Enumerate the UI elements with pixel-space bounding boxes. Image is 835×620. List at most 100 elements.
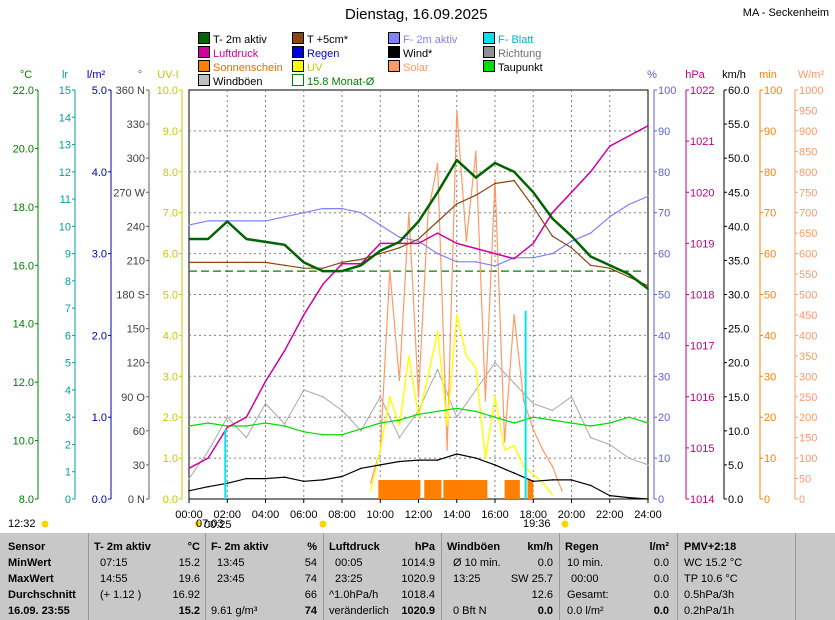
sunshine-axis-tick-label: 30 [764, 371, 776, 383]
uv-axis-tick-label: 9.0 [163, 126, 178, 138]
pressure-axis-tick-label: 1015 [690, 443, 714, 455]
data-point [341, 207, 343, 210]
data-point [379, 252, 382, 255]
stats-cell: 74 [304, 573, 317, 585]
sunrise-time: 07:03 [196, 518, 224, 530]
solar-axis-tick-label: 50 [799, 474, 811, 486]
data-point [513, 179, 515, 182]
data-point [436, 368, 439, 371]
solar-axis-tick-label: 350 [799, 351, 817, 363]
data-point [589, 255, 592, 258]
data-point [455, 109, 458, 112]
uv-axis-tick-label: 5.0 [163, 290, 178, 302]
data-point [494, 395, 496, 398]
stats-cell: 10 min. [567, 557, 604, 569]
data-point [455, 416, 458, 419]
pressure-axis-tick-label: 1017 [690, 341, 714, 353]
stats-cell: 0.0 [653, 605, 669, 617]
sunshine-block [527, 480, 534, 499]
data-point [264, 261, 267, 264]
stats-row-label: MaxWert [8, 573, 54, 585]
data-point [628, 496, 630, 499]
x-tick-label: 02:00 [213, 509, 241, 521]
direction-axis-tick-label: 60 [133, 426, 145, 438]
legend-t2m: T- 2m aktiv [198, 32, 267, 46]
data-point [417, 416, 420, 419]
humidity-axis-tick-label: 40 [658, 330, 670, 342]
solar-axis-tick-label: 800 [799, 167, 817, 179]
data-point [322, 479, 324, 481]
lr-axis-tick-label: 1 [65, 467, 71, 479]
stats-cell: (+ 1.12 ) [100, 589, 142, 601]
temp-axis-tick-label: 8.0 [19, 494, 34, 506]
lr-axis-tick-label: 11 [60, 194, 71, 206]
data-point [551, 252, 554, 255]
legend-uv: UV [292, 60, 322, 74]
data-point [436, 162, 439, 165]
stats-col-temp: T- 2m aktiv °C 07:15 15.2 14:55 19.6 (+ … [94, 533, 204, 620]
stats-cell: 66 [304, 589, 317, 601]
solar-axis-tick-label: 550 [799, 269, 817, 281]
data-point [551, 494, 554, 496]
wind-axis-tick-label: 20.0 [728, 358, 749, 370]
data-point [360, 258, 362, 261]
legend-pressure: Luftdruck [198, 46, 258, 60]
data-point [513, 257, 515, 260]
x-tick-label: 04:00 [252, 509, 280, 521]
data-point [465, 355, 468, 357]
direction-axis-tick-label: 0 N [128, 494, 145, 506]
legend-solar: Solar [388, 60, 429, 74]
data-point [436, 330, 439, 333]
direction-axis-tick-label: 30 [133, 460, 145, 472]
data-point [283, 264, 286, 267]
data-point [302, 480, 305, 483]
stats-col-pmv: PMV+2:18 WC 15.2 °C TP 10.6 °C 0.5hPa/3h… [684, 533, 794, 620]
uv-axis-tick-label: 1.0 [163, 453, 178, 465]
direction-axis-tick-label: 180 S [116, 290, 145, 302]
data-point [484, 400, 487, 402]
stats-cell: 0.2hPa/1h [684, 605, 735, 617]
data-point [360, 428, 362, 430]
data-point [647, 287, 649, 290]
data-point [628, 276, 630, 278]
humidity-axis-unit: % [647, 69, 657, 81]
data-point [207, 450, 209, 453]
stats-header: T- 2m aktiv [94, 541, 151, 553]
uv-axis-tick-label: 2.0 [163, 412, 178, 424]
direction-axis-tick-label: 240 [127, 221, 145, 233]
data-point [455, 314, 458, 316]
data-point [341, 261, 343, 264]
stats-cell: veränderlich [329, 605, 389, 617]
data-point [408, 211, 410, 214]
data-point [264, 422, 267, 424]
data-point [207, 238, 209, 240]
data-point [494, 162, 496, 164]
pressure-axis-tick-label: 1021 [690, 136, 714, 148]
data-point [188, 467, 190, 470]
data-point [608, 264, 611, 267]
humidity-axis-tick-label: 80 [658, 167, 670, 179]
data-point [379, 224, 382, 226]
direction-axis-tick-label: 120 [127, 358, 145, 370]
lr-axis-tick-label: 5 [65, 358, 71, 370]
solar-axis-tick-label: 750 [799, 187, 817, 199]
data-point [360, 467, 362, 470]
rain-axis-unit: l/m² [87, 69, 106, 81]
data-point [570, 246, 573, 249]
data-point [608, 443, 611, 446]
data-point [379, 422, 382, 424]
data-point [360, 264, 362, 267]
data-point [570, 395, 573, 398]
data-point [589, 436, 592, 439]
stats-header: Regen [565, 541, 599, 553]
stats-cell: 13:45 [217, 557, 245, 569]
data-point [455, 159, 458, 161]
data-point [513, 382, 515, 384]
data-point [551, 211, 554, 214]
data-point [436, 410, 439, 413]
data-point [455, 242, 458, 245]
data-point [551, 419, 554, 421]
x-tick-label: 22:00 [596, 509, 624, 521]
data-point [484, 457, 487, 459]
temp-axis-tick-label: 18.0 [13, 202, 34, 214]
